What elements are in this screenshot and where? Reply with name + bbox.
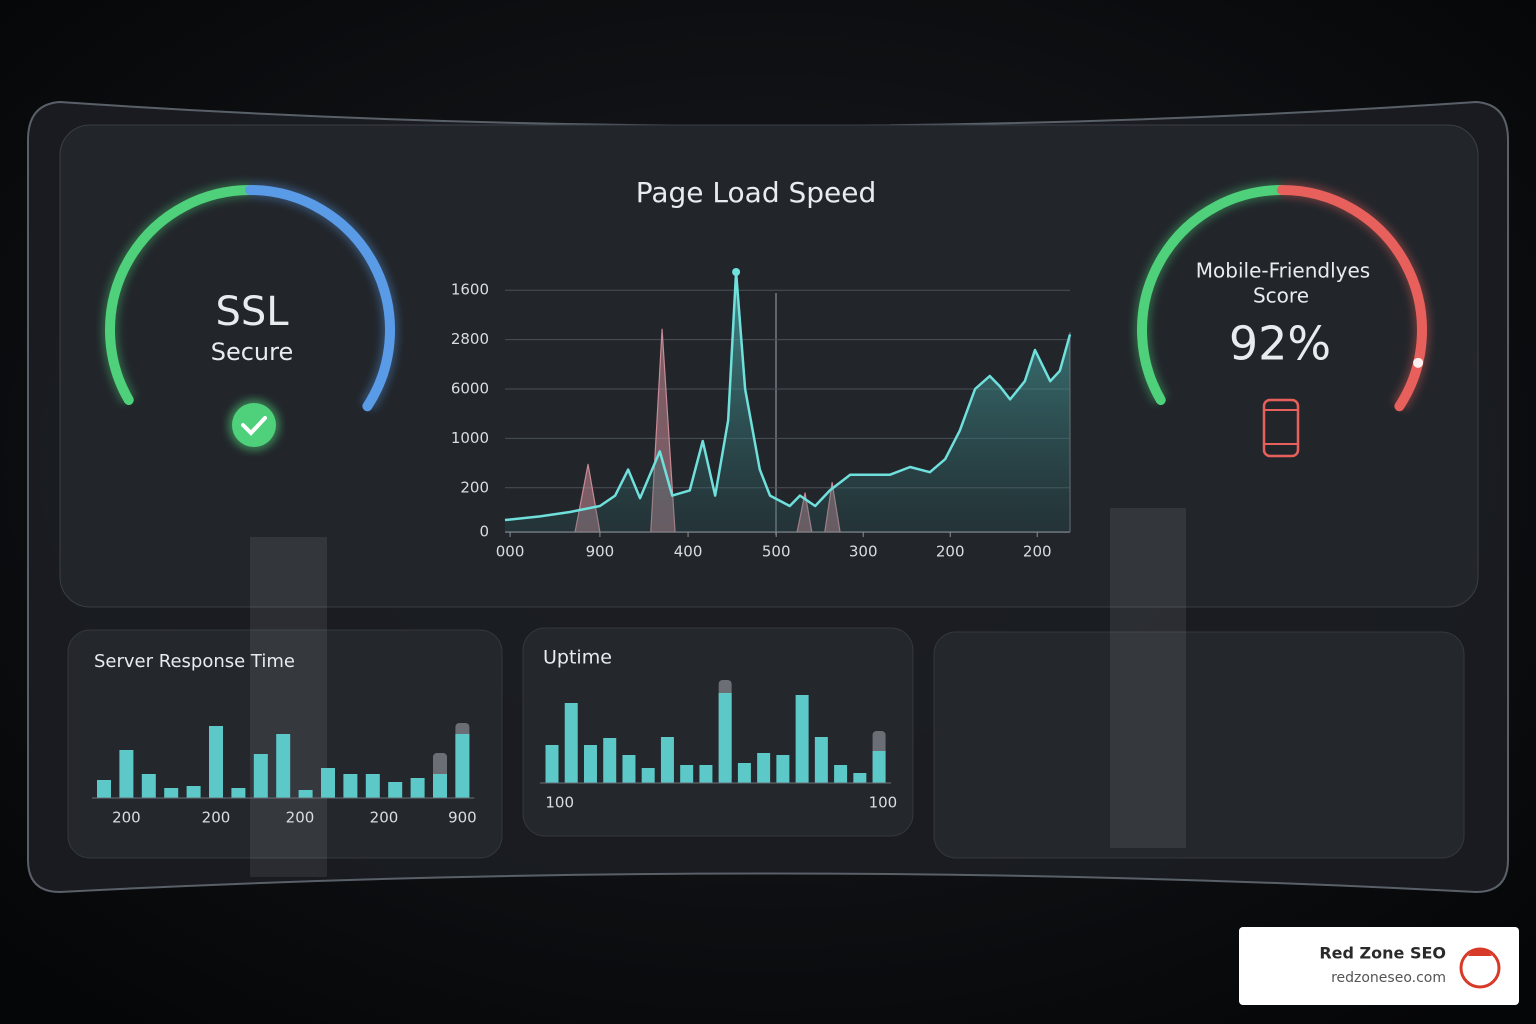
bar	[641, 768, 655, 783]
uptime-chart: Uptime 100 100	[540, 647, 897, 812]
gauge-title: Score	[1253, 284, 1309, 308]
brand-url: redzoneseo.com	[1331, 970, 1446, 986]
gauge-arc	[245, 185, 395, 412]
bar	[365, 774, 380, 798]
empty-panel	[933, 631, 1465, 859]
brand-card: Red Zone SEO redzoneseo.com	[1239, 927, 1519, 1005]
bar	[795, 695, 809, 783]
gauge-title: SSL	[215, 289, 289, 335]
chart-title: Server Response Time	[94, 651, 295, 672]
x-tick-label: 900	[586, 543, 615, 561]
gauge-value: 92%	[1229, 317, 1331, 371]
bar	[834, 765, 848, 783]
x-tick-label: 200	[1023, 543, 1052, 561]
y-tick-label: 1600	[451, 281, 489, 299]
gauge-arc	[105, 185, 255, 405]
bar	[872, 751, 886, 783]
bar	[757, 753, 771, 783]
mobile-gauge: Mobile-Friendlyes Score 92%	[1134, 182, 1430, 458]
x-tick-label: 200	[286, 809, 315, 827]
bar	[853, 773, 867, 783]
bar	[141, 774, 156, 798]
chart-title: Page Load Speed	[636, 176, 877, 209]
bar	[119, 750, 134, 798]
bar	[186, 786, 201, 798]
bar	[433, 774, 447, 798]
bar	[410, 778, 425, 798]
bar	[603, 738, 617, 783]
x-tick-label: 200	[202, 809, 231, 827]
bar	[776, 755, 790, 783]
x-tick-label: 200	[370, 809, 399, 827]
bar	[253, 754, 268, 798]
gauge-arc	[1137, 185, 1287, 405]
ssl-gauge: SSL Secure	[102, 182, 398, 451]
bar	[680, 765, 694, 783]
bar	[564, 703, 578, 783]
bar	[622, 755, 636, 783]
bar	[276, 734, 291, 798]
bar	[231, 788, 246, 798]
check-mark	[241, 416, 267, 436]
x-tick-label: 500	[762, 543, 791, 561]
x-tick-label: 200	[936, 543, 965, 561]
bar	[660, 737, 674, 783]
gauge-subtitle: Secure	[211, 338, 294, 366]
x-tick-label: 300	[849, 543, 878, 561]
bar	[97, 780, 111, 798]
bar	[298, 790, 313, 798]
y-tick-label: 0	[479, 523, 489, 541]
x-tick-label: 100	[545, 794, 574, 812]
bar	[814, 737, 828, 783]
y-tick-label: 200	[460, 478, 489, 496]
uptime-panel	[522, 627, 914, 837]
y-tick-label: 6000	[451, 380, 489, 398]
y-tick-label: 1000	[451, 429, 489, 447]
spike-line	[574, 328, 841, 533]
brand-logo	[1468, 948, 1492, 956]
y-tick-label: 2800	[451, 330, 489, 348]
bar	[455, 734, 470, 798]
bar	[699, 765, 713, 783]
server-chart: Server Response Time 200 200 200 200 900	[92, 651, 477, 827]
gauge-marker	[1413, 357, 1424, 368]
x-tick-label: 400	[674, 543, 703, 561]
top-panel	[59, 124, 1479, 608]
light-column	[250, 537, 327, 877]
x-tick-label: 900	[448, 809, 477, 827]
bar	[209, 726, 223, 798]
bar	[321, 768, 335, 798]
area-fill	[505, 272, 1070, 532]
bar	[164, 788, 179, 798]
x-tick-label: 200	[112, 809, 141, 827]
brand-name: Red Zone SEO	[1319, 944, 1446, 963]
bar	[545, 745, 559, 783]
bar	[737, 763, 751, 783]
peak-dot	[732, 268, 741, 276]
line	[504, 270, 1072, 522]
x-tick-label: 100	[869, 794, 898, 812]
page-load-chart: Page Load Speed 0 200 1000 6000 2800 1600 000 9…	[451, 176, 1072, 561]
bar	[388, 782, 403, 798]
chart-title: Uptime	[543, 647, 612, 669]
x-tick-label: 000	[496, 543, 525, 561]
light-column	[1110, 508, 1186, 848]
brand-card-bg	[1239, 927, 1519, 1005]
check-icon	[232, 403, 276, 447]
bar	[343, 774, 358, 798]
phone-icon	[1262, 398, 1300, 458]
gauge-title: Mobile-Friendlyes	[1196, 259, 1370, 283]
bar	[583, 745, 597, 783]
bar	[718, 693, 732, 783]
